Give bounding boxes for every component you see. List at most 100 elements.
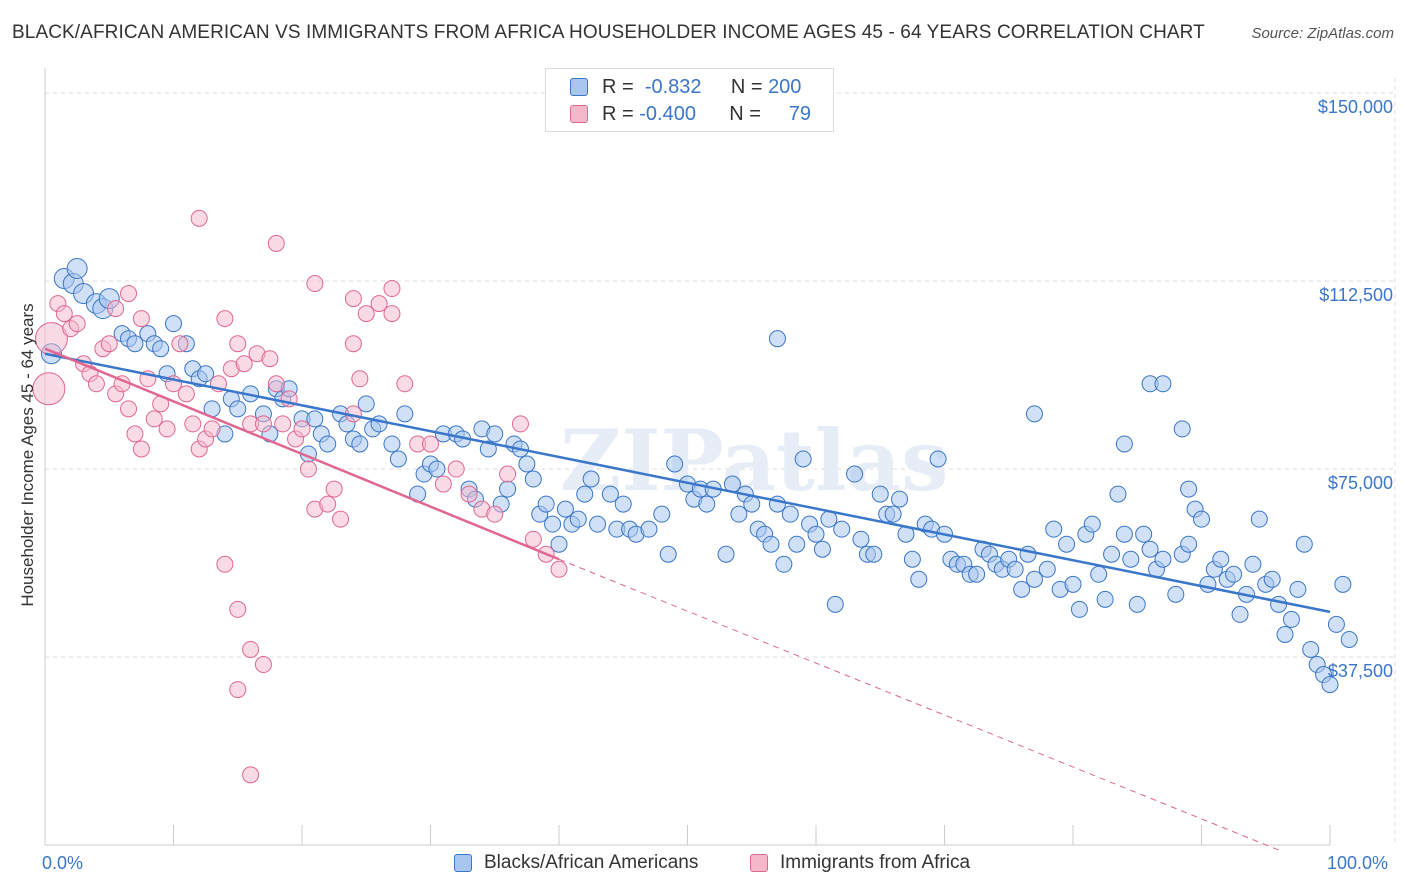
pink-series-points <box>32 209 568 784</box>
data-point <box>698 495 716 513</box>
data-point <box>1064 575 1082 593</box>
data-point <box>274 415 292 433</box>
data-point <box>1263 570 1281 588</box>
data-point <box>865 545 883 563</box>
data-point <box>396 375 414 393</box>
data-point <box>383 305 401 323</box>
data-point <box>460 485 478 503</box>
data-point <box>1083 515 1101 533</box>
data-point <box>1096 590 1114 608</box>
data-point <box>254 656 272 674</box>
data-point <box>1167 585 1185 603</box>
data-point <box>891 490 909 508</box>
data-point <box>768 330 786 348</box>
legend-item-blacks[interactable]: Blacks/African Americans <box>454 852 698 874</box>
x-tick-min: 0.0% <box>42 853 84 873</box>
data-point <box>1193 510 1210 528</box>
data-point <box>370 415 388 433</box>
data-point <box>852 530 870 548</box>
r-label: R = <box>602 75 634 98</box>
x-tick-max: 100.0% <box>1327 853 1389 873</box>
n-value: 200 <box>768 75 802 98</box>
data-point <box>1038 560 1056 578</box>
data-point <box>389 450 407 468</box>
data-point <box>762 535 780 553</box>
data-point <box>1154 550 1172 568</box>
legend-item-immigrants[interactable]: Immigrants from Africa <box>750 852 970 874</box>
data-point <box>499 465 517 483</box>
data-point <box>120 285 138 303</box>
pink-swatch <box>750 854 768 872</box>
blue-trend-line <box>44 352 1331 614</box>
data-point <box>544 515 562 533</box>
data-point <box>479 440 497 458</box>
y-tick-label: $37,500 <box>1328 661 1393 681</box>
data-point <box>1135 525 1153 543</box>
legend-row-pink: R = -0.400 N = 79 <box>570 101 811 127</box>
data-point <box>1199 575 1217 593</box>
data-point <box>781 505 799 523</box>
data-point <box>229 600 247 618</box>
data-point <box>653 505 671 523</box>
data-point <box>332 510 350 528</box>
data-point <box>576 485 594 503</box>
legend-row-blue: R = -0.832 N = 200 <box>570 74 801 100</box>
data-point <box>1115 435 1133 453</box>
data-point <box>486 505 504 523</box>
data-point <box>1115 525 1133 543</box>
r-value: -0.832 <box>644 75 702 98</box>
data-point <box>1244 555 1262 573</box>
data-point <box>344 290 362 308</box>
data-point <box>434 475 452 493</box>
data-point <box>1090 565 1108 583</box>
data-point <box>518 455 536 473</box>
data-point <box>190 209 208 227</box>
data-point <box>1103 545 1121 563</box>
data-point <box>229 681 247 699</box>
data-point <box>1058 535 1076 553</box>
data-point <box>126 335 144 353</box>
data-point <box>216 555 234 573</box>
blue-swatch <box>570 78 588 96</box>
data-point <box>261 350 279 368</box>
data-point <box>884 505 902 523</box>
data-point <box>126 425 144 443</box>
data-point <box>659 545 677 563</box>
r-value: -0.400 <box>639 102 696 125</box>
trend-lines <box>44 347 1331 851</box>
data-point <box>447 460 465 478</box>
data-point <box>319 495 337 513</box>
data-point <box>569 510 587 528</box>
data-point <box>267 375 285 393</box>
y-tick-label: $150,000 <box>1318 97 1393 117</box>
n-label: N = <box>729 102 761 125</box>
data-point <box>1340 630 1358 648</box>
data-point <box>428 460 446 478</box>
data-point <box>293 420 311 438</box>
data-point <box>1013 580 1031 598</box>
data-point <box>910 570 928 588</box>
data-point <box>1128 595 1146 613</box>
y-tick-labels: $37,500 $75,000 $112,500 $150,000 <box>1318 97 1393 681</box>
data-point <box>229 335 247 353</box>
data-point <box>216 310 234 328</box>
pink-trend-line <box>44 347 560 561</box>
data-point <box>152 340 170 358</box>
data-point <box>1327 615 1345 633</box>
pink-trend-extension <box>558 558 1279 851</box>
data-point <box>1276 625 1294 643</box>
data-point <box>165 315 182 333</box>
n-label: N = <box>730 75 763 98</box>
data-point <box>1282 610 1300 628</box>
data-point <box>422 435 439 453</box>
data-point <box>1180 480 1198 498</box>
correlation-legend: R = -0.832 N = 200 R = -0.400 N = 79 <box>545 68 834 132</box>
data-point <box>1289 580 1307 598</box>
data-point <box>1250 510 1268 528</box>
data-point <box>177 385 195 403</box>
data-point <box>306 275 324 293</box>
data-point <box>184 415 202 433</box>
data-point <box>589 515 607 533</box>
data-point <box>87 375 105 393</box>
legend-label: Immigrants from Africa <box>780 852 971 873</box>
